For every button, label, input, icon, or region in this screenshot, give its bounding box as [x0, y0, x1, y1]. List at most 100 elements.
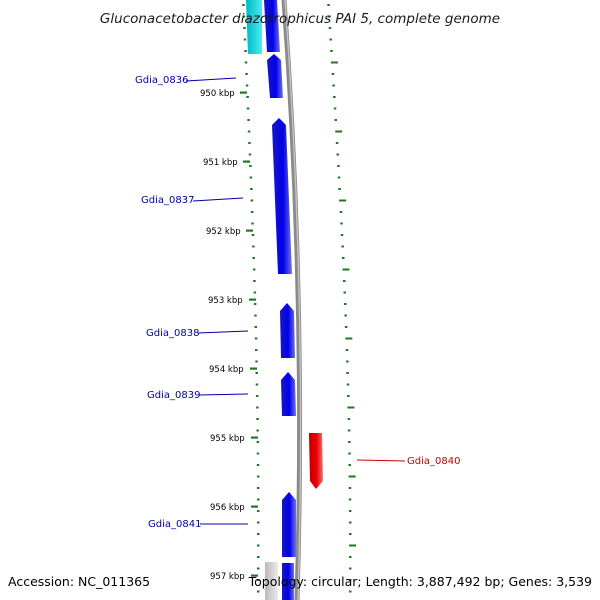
- minor-tick: [346, 360, 349, 363]
- kbp-tick-mark: [249, 298, 256, 301]
- minor-tick: [334, 119, 337, 121]
- gene-Gdia_0841[interactable]: [282, 492, 296, 557]
- kbp-ticks: 950 kbp 951 kbp 952 kbp 953 kbp 954 kbp …: [200, 89, 258, 582]
- minor-tick: [339, 211, 343, 213]
- kbp-tick-label: 952 kbp: [206, 227, 241, 237]
- minor-tick: [328, 27, 332, 29]
- label-Gdia_0838[interactable]: Gdia_0838: [146, 328, 199, 339]
- minor-tick: [255, 383, 259, 386]
- minor-tick: [344, 303, 347, 305]
- label-Gdia_0837[interactable]: Gdia_0837: [141, 195, 194, 206]
- minor-tick: [256, 464, 260, 466]
- minor-tick: [255, 395, 259, 397]
- topology-text: Topology: circular; Length: 3,887,492 bp…: [248, 574, 592, 589]
- minor-tick: [257, 556, 260, 558]
- minor-tick: [255, 360, 258, 363]
- label-Gdia_0839[interactable]: Gdia_0839: [147, 390, 200, 401]
- minor-tick: [253, 280, 256, 282]
- minor-tick: [257, 521, 260, 524]
- kbp-tick-label: 954 kbp: [209, 365, 244, 375]
- minor-tick: [254, 326, 257, 328]
- minor-tick: [338, 188, 341, 190]
- outer-tick-track: [327, 4, 356, 593]
- minor-tick: [348, 475, 356, 478]
- label-Gdia_0836[interactable]: Gdia_0836: [135, 75, 188, 86]
- gene-Gdia_0840[interactable]: [309, 433, 323, 489]
- kbp-tick-mark: [246, 229, 253, 232]
- gene-Gdia_0839[interactable]: [281, 372, 296, 416]
- minor-tick: [248, 142, 251, 144]
- minor-tick: [256, 452, 260, 455]
- minor-tick: [348, 487, 352, 489]
- minor-tick: [245, 84, 249, 87]
- minor-tick: [249, 165, 252, 167]
- minor-tick: [349, 556, 352, 558]
- minor-tick: [330, 50, 333, 52]
- minor-tick: [244, 50, 247, 52]
- minor-tick: [257, 567, 260, 570]
- minor-tick: [250, 199, 253, 202]
- neighbor-gene-partial-top[interactable]: [246, 0, 264, 54]
- minor-tick: [333, 96, 336, 98]
- minor-tick: [253, 303, 257, 305]
- accession-text: Accession: NC_011365: [8, 574, 151, 589]
- minor-tick: [341, 245, 344, 248]
- minor-tick: [343, 280, 346, 282]
- gene-partial-bottom[interactable]: [265, 562, 294, 600]
- minor-tick: [256, 418, 259, 420]
- minor-tick: [251, 234, 255, 236]
- gene-Gdia_0838[interactable]: [280, 303, 295, 358]
- minor-tick: [251, 222, 254, 225]
- minor-tick: [256, 487, 260, 489]
- label-Gdia_0841[interactable]: Gdia_0841: [148, 519, 201, 530]
- gene-partial-top[interactable]: [264, 0, 280, 52]
- minor-tick: [327, 4, 330, 6]
- minor-tick: [256, 441, 260, 443]
- minor-tick: [335, 130, 343, 133]
- minor-tick: [347, 429, 351, 432]
- minor-tick: [349, 579, 352, 581]
- minor-tick: [349, 544, 356, 547]
- minor-tick: [253, 291, 257, 294]
- gene-Gdia_0837[interactable]: [272, 118, 292, 274]
- minor-tick: [343, 291, 346, 294]
- minor-tick: [255, 372, 258, 374]
- kbp-tick-mark: [251, 436, 258, 439]
- kbp-tick-mark: [243, 160, 250, 163]
- minor-tick: [340, 234, 344, 236]
- minor-tick: [246, 107, 250, 110]
- minor-tick: [242, 15, 246, 18]
- backbone-arc: [281, 0, 303, 600]
- minor-tick: [342, 257, 345, 259]
- minor-tick: [257, 590, 260, 593]
- minor-tick: [348, 510, 352, 512]
- minor-tick: [257, 544, 260, 547]
- minor-tick: [256, 429, 259, 432]
- label-Gdia_0840[interactable]: Gdia_0840: [407, 456, 460, 467]
- leader-Gdia_0836: [185, 77, 237, 82]
- inner-tick-track: [242, 4, 260, 593]
- minor-tick: [256, 475, 260, 478]
- minor-tick: [337, 176, 341, 179]
- minor-tick: [331, 73, 335, 75]
- minor-tick: [328, 15, 331, 18]
- minor-tick: [250, 188, 253, 190]
- gene-Gdia_0836[interactable]: [267, 54, 283, 98]
- minor-tick: [349, 590, 352, 593]
- minor-tick: [246, 96, 249, 98]
- minor-tick: [339, 199, 347, 202]
- minor-tick: [247, 130, 251, 133]
- kbp-tick-label: 955 kbp: [210, 434, 245, 444]
- minor-tick: [242, 4, 245, 6]
- kbp-tick-label: 953 kbp: [208, 296, 243, 306]
- leader-Gdia_0837: [192, 197, 244, 202]
- minor-tick: [346, 372, 349, 374]
- minor-tick: [348, 452, 351, 455]
- minor-tick: [347, 418, 351, 420]
- minor-tick: [349, 533, 352, 535]
- minor-tick: [335, 142, 339, 144]
- minor-tick: [243, 38, 247, 41]
- minor-tick: [345, 337, 353, 340]
- minor-tick: [254, 337, 258, 340]
